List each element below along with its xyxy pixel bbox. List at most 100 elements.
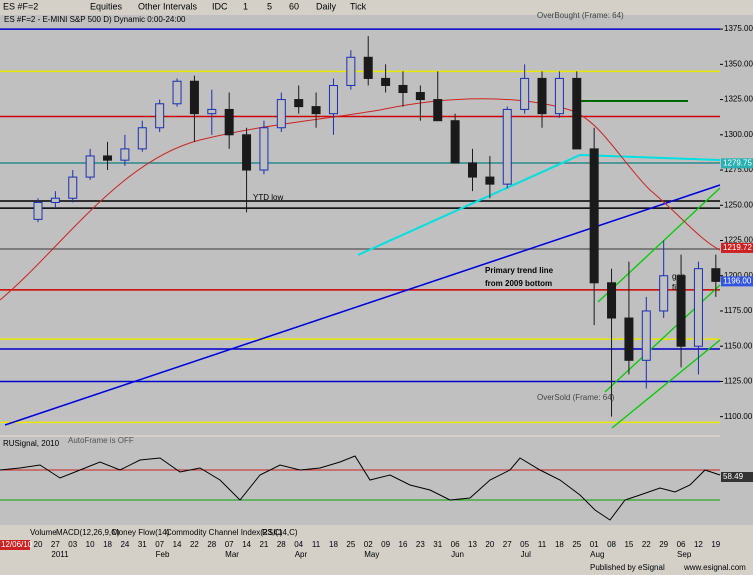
moving-average: [0, 98, 721, 301]
x-tick-label: 27: [503, 540, 512, 549]
x-tick-label: 01: [590, 540, 599, 549]
candle-body: [641, 310, 651, 361]
candle-body: [189, 80, 199, 115]
month-label: Apr: [295, 550, 308, 559]
x-tick-label: 27: [51, 540, 60, 549]
price-box: [721, 276, 753, 287]
chart-title: ES #F=2 - E-MINI S&P 500 D) Dynamic 0:00…: [4, 15, 186, 24]
candle-body: [346, 56, 356, 86]
candle-body: [33, 201, 43, 220]
candle-body: [502, 108, 512, 185]
x-tick-label: 16: [399, 540, 408, 549]
x-tick-label: 31: [433, 540, 442, 549]
footer: www.esignal.com: [683, 563, 746, 572]
x-tick-label: 13: [468, 540, 477, 549]
toolbar-button[interactable]: Tick: [350, 1, 367, 11]
y-tick-label: 1150.00: [724, 341, 753, 350]
toolbar-button[interactable]: Daily: [316, 1, 337, 11]
osc-box-label: 58.49: [723, 472, 744, 481]
toolbar-button[interactable]: Equities: [90, 1, 123, 11]
x-tick-label: 28: [207, 540, 216, 549]
y-tick-label: 1275.00: [724, 165, 753, 174]
x-tick-label: 06: [677, 540, 686, 549]
candle-body: [572, 77, 582, 150]
x-tick-label: 12: [694, 540, 703, 549]
candle-body: [276, 99, 286, 129]
month-label: Mar: [225, 550, 239, 559]
candle-body: [433, 99, 443, 122]
annotation: Primary trend line: [485, 266, 554, 275]
candle-body: [68, 176, 78, 199]
candle-body: [328, 84, 338, 115]
y-tick-label: 1250.00: [724, 200, 753, 209]
x-tick-label: 11: [538, 540, 547, 549]
toolbar-button[interactable]: 5: [267, 1, 272, 11]
month-label: Aug: [590, 550, 604, 559]
x-tick-label: 09: [381, 540, 390, 549]
y-tick-label: 1375.00: [724, 24, 753, 33]
x-tick-label: 02: [364, 540, 373, 549]
y-tick-label: 1100.00: [724, 412, 753, 421]
osc-panel: [0, 437, 720, 525]
x-tick-label: 25: [346, 540, 355, 549]
x-tick-label: 07: [155, 540, 164, 549]
channel-line: [611, 339, 721, 429]
oscillator: [0, 455, 721, 521]
candle-body: [172, 80, 182, 105]
x-tick-label: 06: [451, 540, 460, 549]
y-tick-label: 1175.00: [724, 306, 753, 315]
candle-body: [294, 99, 304, 108]
y-tick-label: 1350.00: [724, 59, 753, 68]
y-tick-label: 1325.00: [724, 95, 753, 104]
toolbar-button[interactable]: Other Intervals: [138, 1, 198, 11]
x-tick-label: 20: [485, 540, 494, 549]
annotation: OverBought (Frame: 64): [537, 11, 624, 20]
tab[interactable]: MACD(12,26,9,C): [56, 528, 120, 537]
symbol: ES #F=2: [3, 1, 38, 11]
axis-panel: [720, 15, 753, 525]
candle-body: [520, 77, 530, 110]
toolbar-button[interactable]: IDC: [212, 1, 228, 11]
footer: Published by eSignal: [590, 563, 665, 572]
x-tick-label: 14: [173, 540, 182, 549]
candle-body: [259, 127, 269, 171]
candle-body: [693, 268, 703, 347]
month-label: Jun: [451, 550, 464, 559]
y-tick-label: 1200.00: [724, 271, 753, 280]
candle-body: [381, 77, 391, 86]
tab[interactable]: Commodity Channel Index(23,C): [166, 528, 283, 537]
x-tick-label: 18: [555, 540, 564, 549]
y-tick-label: 1125.00: [724, 377, 753, 386]
month-label: Jul: [521, 550, 531, 559]
trend-line: [4, 184, 721, 426]
price-box-label: 1279.75: [723, 158, 752, 167]
x-tick-label: 19: [711, 540, 720, 549]
x-tick-label: 25: [572, 540, 581, 549]
x-tick-label: 28: [277, 540, 286, 549]
candle-body: [589, 148, 599, 284]
price-box-label: 1196.00: [723, 276, 752, 285]
x-tick-label: 07: [225, 540, 234, 549]
candle-body: [659, 275, 669, 312]
candle-body: [415, 92, 425, 101]
x-tick-label: 24: [120, 540, 129, 549]
toolbar-button[interactable]: 1: [243, 1, 248, 11]
x-tick-label: 20: [34, 540, 43, 549]
tab[interactable]: Volume: [30, 528, 57, 537]
x-tick-label: 11: [312, 540, 321, 549]
candle-body: [103, 155, 113, 161]
month-label: Sep: [677, 550, 692, 559]
candle-body: [363, 56, 373, 79]
toolbar-button[interactable]: 60: [289, 1, 299, 11]
tab[interactable]: RSI(14,C): [262, 528, 298, 537]
x-tick-label: 23: [416, 540, 425, 549]
candle-body: [485, 176, 495, 185]
x-tick-label: 18: [329, 540, 338, 549]
candle-body: [207, 108, 217, 115]
tab[interactable]: Money Flow(14): [112, 528, 170, 537]
candle-body: [537, 77, 547, 115]
tab-bar: [0, 526, 720, 539]
cursor-date-box: [0, 540, 30, 550]
